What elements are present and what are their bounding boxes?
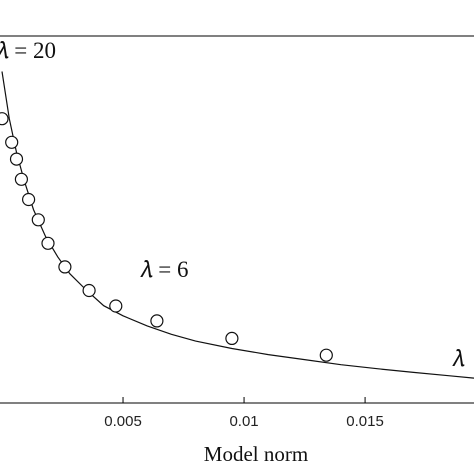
- data-point-marker: [150, 314, 164, 328]
- data-point-marker: [22, 192, 36, 207]
- data-point-marker: [225, 331, 239, 345]
- x-tick-label: 0.005: [104, 413, 142, 430]
- data-point-marker: [5, 135, 19, 149]
- x-axis-title: Model norm: [204, 442, 308, 466]
- lambda-annotation: 𝜆 = 6: [140, 257, 189, 282]
- lambda-annotation: 𝜆 = 20: [0, 38, 56, 63]
- annotations: 𝜆 = 20 𝜆 = 6 𝜆: [0, 38, 465, 371]
- plot-frame: [0, 35, 474, 404]
- data-point-marker: [0, 112, 9, 126]
- lcurve-line: [1, 71, 474, 379]
- x-axis-ticks: [122, 397, 366, 403]
- data-point-marker: [319, 348, 333, 362]
- x-axis-tick-labels: 0.005 0.01 0.015: [104, 413, 384, 430]
- x-tick-label: 0.01: [229, 413, 258, 430]
- data-point-marker: [58, 260, 72, 274]
- data-point-marker: [82, 283, 96, 298]
- data-point-marker: [41, 236, 55, 250]
- lcurve-markers: [0, 112, 333, 362]
- data-point-marker: [109, 299, 123, 313]
- x-tick-label: 0.015: [346, 413, 384, 430]
- lambda-annotation: 𝜆: [452, 346, 465, 371]
- data-point-marker: [9, 152, 24, 166]
- data-point-marker: [31, 213, 45, 227]
- data-point-marker: [14, 172, 28, 186]
